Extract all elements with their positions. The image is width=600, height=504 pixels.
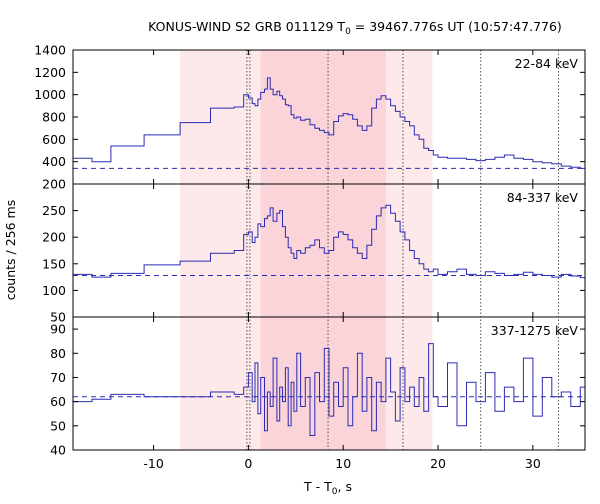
x-tick-label-2: 10 [335,456,351,471]
x-tick-label-1: 0 [244,456,252,471]
panel-1-y-tick-label-2: 150 [42,256,66,271]
x-axis-label: T - T0, s [303,479,352,497]
panel-2-y-tick-label-2: 60 [50,394,66,409]
shaded-interval-1 [260,50,386,450]
panel-2-y-tick-label-1: 50 [50,418,66,433]
panel-2-light-curve [73,343,586,436]
panel-2-frame [72,316,586,451]
panel-2-y-tick-label-3: 70 [50,370,66,385]
panel-2-y-tick-label-0: 40 [50,443,66,458]
panel-1-y-tick-label-0: 50 [50,310,66,325]
panel-0-y-tick-label-5: 1200 [34,65,66,80]
x-tick-label-0: -10 [143,456,163,471]
panel-2-y-tick-label-4: 80 [50,346,66,361]
panel-0-y-tick-label-6: 1400 [34,43,66,58]
panel-1-light-curve [73,204,585,279]
y-axis-label: counts / 256 ms [3,200,18,300]
panel-2-y-tick-label-5: 90 [50,322,66,337]
panel-0-band-label: 22-84 keV [515,56,579,71]
panel-0-y-tick-label-0: 200 [42,177,66,192]
panel-0-y-tick-label-1: 400 [42,154,66,169]
panel-1-y-tick-label-1: 100 [42,283,66,298]
panel-1-band-label: 84-337 keV [507,190,579,205]
panel-0-y-tick-label-4: 1000 [34,87,66,102]
panel-1-y-tick-label-3: 200 [42,230,66,245]
panel-0-light-curve [73,77,585,169]
panel-0-y-tick-label-3: 800 [42,110,66,125]
chart-title: KONUS-WIND S2 GRB 011129 T0 = 39467.776s… [148,19,562,37]
panel-2-band-label: 337-1275 keV [491,323,579,338]
panel-0-y-tick-label-2: 600 [42,132,66,147]
x-tick-label-4: 30 [525,456,541,471]
panel-1-y-tick-label-4: 250 [42,203,66,218]
x-tick-label-3: 20 [430,456,446,471]
